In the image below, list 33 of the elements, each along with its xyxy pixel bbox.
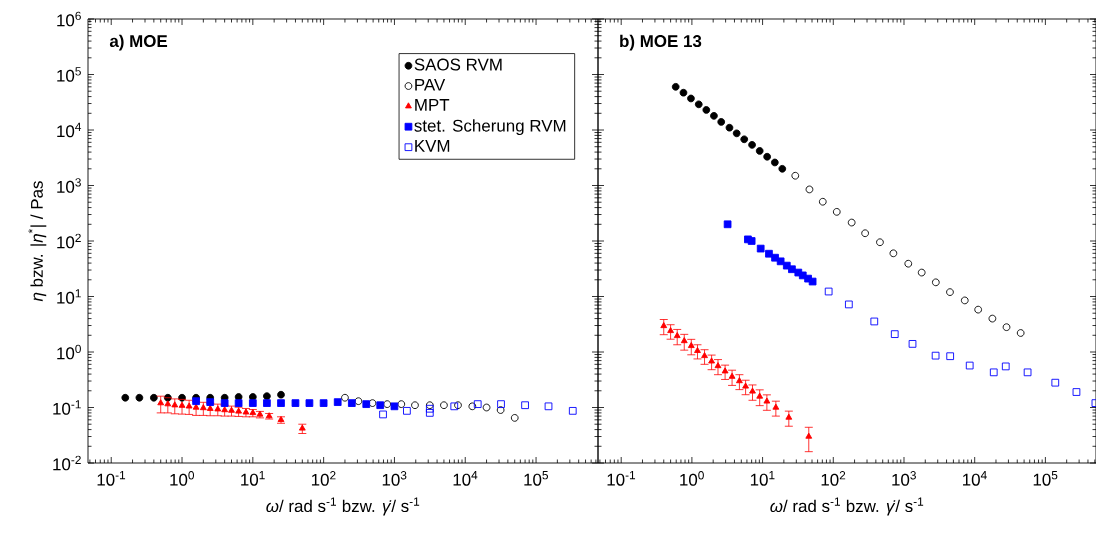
y-tick-label: 10$^{0}$ — [57, 344, 81, 360]
text: b) MOE 13 — [620, 34, 702, 51]
x-axis-title: ω/ rad s$^{-1}$ bzw. γ̇/ s$^{-1}$ — [266, 497, 420, 516]
x-tick-label: 10$^{1}$ — [241, 471, 265, 486]
x-tick-label: 10$^{2}$ — [311, 471, 336, 486]
legend-label: SAOS RVM — [414, 58, 502, 71]
x-tick-label: 10$^{3}$ — [382, 471, 407, 486]
x-axis-title: ω/ rad s$^{-1}$ bzw. γ̇/ s$^{-1}$ — [770, 497, 924, 516]
x-tick-label: 10$^{2}$ — [821, 471, 846, 486]
y-tick-label: 10$^{-2}$ — [53, 455, 81, 471]
x-tick-label: 10$^{4}$ — [963, 471, 987, 486]
legend-label: MPT — [415, 99, 450, 111]
y-tick-label: 10$^{2}$ — [57, 233, 81, 249]
x-tick-label: 10$^{5}$ — [524, 471, 549, 486]
x-tick-label: 10$^{3}$ — [892, 471, 916, 486]
x-tick-label: 10$^{4}$ — [453, 471, 478, 486]
y-tick-label: 10$^{4}$ — [57, 122, 82, 138]
y-axis-title: η bzw. |η$^{*}$| / Pas — [28, 181, 47, 302]
legend-label: PAV — [415, 78, 446, 91]
x-tick-label: 10$^{0}$ — [170, 471, 195, 486]
x-tick-label: 10$^{-1}$ — [607, 471, 636, 486]
text: a) MOE — [109, 34, 168, 51]
x-tick-label: 10$^{0}$ — [680, 471, 704, 486]
x-tick-label: 10$^{1}$ — [750, 471, 775, 486]
y-tick-label: 10$^{1}$ — [57, 289, 81, 304]
y-tick-label: 10$^{-1}$ — [53, 400, 81, 415]
x-tick-label: 10$^{5}$ — [1033, 471, 1058, 486]
legend-label: stet. Scherung RVM — [414, 119, 566, 136]
legend-label: KVM — [415, 140, 450, 152]
y-tick-label: 10$^{3}$ — [57, 178, 81, 193]
y-tick-label: 10$^{6}$ — [57, 11, 81, 27]
y-tick-label: 10$^{5}$ — [57, 67, 81, 82]
x-tick-label: 10$^{-1}$ — [97, 471, 126, 486]
